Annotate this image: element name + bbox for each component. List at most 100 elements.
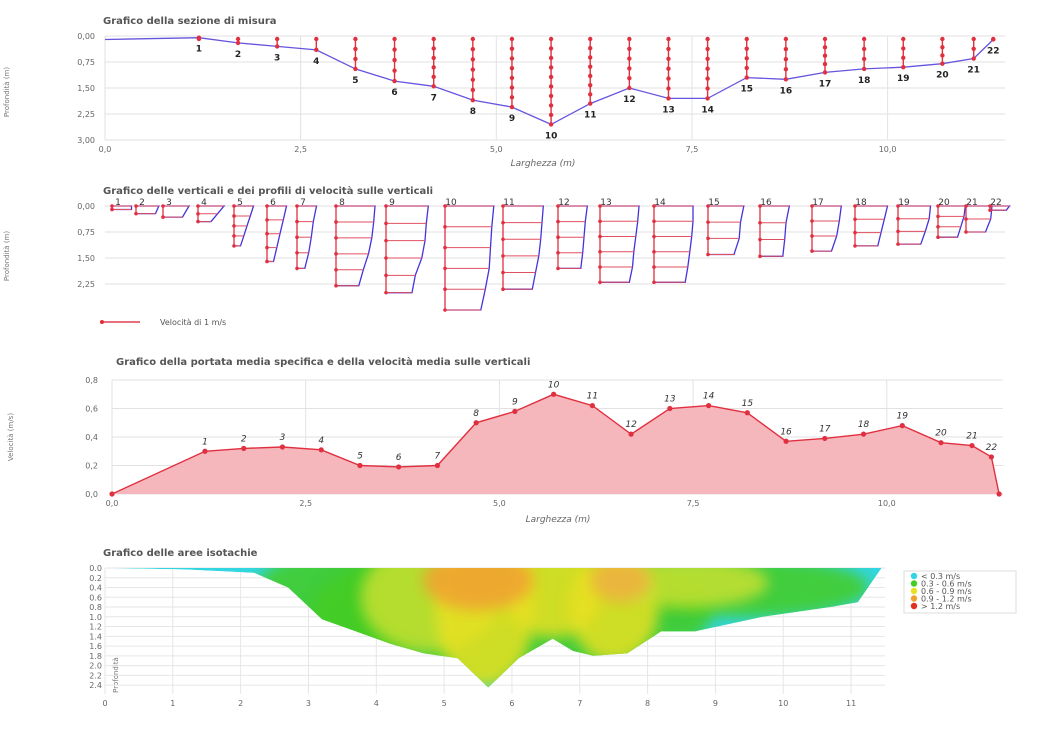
section-vertical-point	[822, 61, 828, 67]
section-vertical-point	[314, 47, 319, 53]
profile-outline	[600, 205, 640, 283]
velocity-ytick-label: 0,4	[85, 433, 98, 442]
velocity-point-label: 22	[986, 443, 998, 453]
section-vertical-point	[470, 87, 476, 93]
isotach-ytick-label: 2.0	[89, 662, 102, 671]
profile-point	[652, 249, 656, 254]
profile-point	[936, 204, 940, 208]
profile-point	[810, 204, 814, 208]
profile-point	[265, 231, 269, 236]
profile-point	[936, 214, 940, 219]
profile-point	[334, 220, 338, 224]
profile-point	[936, 225, 940, 229]
section-vertical-point	[627, 76, 632, 81]
velocity-point-label: 17	[819, 424, 831, 434]
section-vertical-point	[588, 64, 593, 69]
section-vertical-point	[744, 56, 749, 61]
profile-point	[556, 251, 560, 255]
isotach-blob	[423, 568, 534, 611]
section-vertical-point	[548, 93, 554, 99]
velocity-point-label: 7	[435, 452, 441, 462]
velocity-point-label: 16	[780, 427, 792, 437]
section-chart-ylabel: Profondità (m)	[3, 67, 11, 117]
profile-number: 17	[812, 198, 823, 208]
profile-outline	[386, 205, 430, 294]
profile-point	[896, 229, 900, 234]
velocity-chart-title: Grafico della portata media specifica e …	[116, 356, 530, 368]
isotach-legend-label: 0.6 - 0.9 m/s	[921, 587, 972, 596]
section-vertical-point	[861, 56, 867, 62]
profile-point	[384, 273, 388, 278]
profile-point	[652, 265, 656, 269]
section-vertical-point	[971, 56, 976, 61]
section-xtick-label: 10,0	[879, 145, 897, 154]
profile-number: 11	[503, 198, 514, 208]
section-vertical-number: 6	[391, 88, 397, 98]
profiles-ytick-label: 0,00	[77, 202, 95, 211]
section-vertical-point	[705, 46, 710, 52]
section-vertical-point	[431, 65, 436, 70]
profiles-ytick-label: 2,25	[77, 280, 95, 289]
profile-point	[161, 215, 165, 219]
profile-point	[964, 230, 968, 234]
profile-number: 5	[237, 198, 243, 208]
isotach-xtick-label: 8	[645, 699, 650, 708]
profile-number: 4	[201, 198, 207, 208]
profile-point	[196, 204, 200, 208]
velocity-point	[899, 423, 905, 429]
section-ytick-label: 2,25	[77, 110, 95, 119]
section-vertical-point	[901, 46, 906, 51]
section-vertical-point	[744, 65, 749, 71]
profile-outline	[445, 205, 495, 311]
profile-point	[706, 220, 710, 224]
isotach-ytick-label: 0.6	[89, 593, 102, 602]
velocity-point-label: 4	[318, 436, 324, 446]
section-vertical-point	[548, 74, 554, 80]
section-xtick-label: 0,0	[99, 145, 112, 154]
section-vertical-number: 20	[936, 71, 949, 81]
profile-point	[110, 207, 114, 212]
velocity-point	[822, 435, 828, 442]
isotach-legend-swatch	[910, 587, 918, 595]
profile-outline	[708, 205, 745, 256]
profile-point	[384, 256, 388, 260]
section-vertical-point	[901, 65, 906, 70]
section-vertical-point	[627, 46, 632, 51]
isotach-legend-swatch	[910, 572, 918, 580]
section-vertical-point	[431, 46, 436, 51]
velocity-chart: Grafico della portata media specifica e …	[7, 356, 1003, 525]
velocity-point-label: 10	[548, 380, 560, 390]
isotach-xtick-label: 3	[306, 699, 311, 708]
profile-point	[896, 242, 900, 246]
isotach-legend-box	[903, 570, 1017, 614]
section-vertical-point	[509, 65, 515, 71]
section-vertical-number: 3	[274, 53, 280, 63]
profile-point	[810, 219, 814, 223]
profile-point	[295, 219, 299, 224]
section-chart-xlabel: Larghezza (m)	[511, 159, 576, 169]
section-vertical-point	[548, 55, 554, 61]
profile-point	[501, 220, 505, 225]
velocity-point	[969, 442, 975, 449]
velocity-point-label: 20	[935, 429, 947, 439]
section-vertical-point	[509, 46, 515, 51]
velocity-point-label: 13	[664, 395, 676, 405]
section-vertical-point	[744, 75, 749, 80]
section-vertical-point	[470, 67, 476, 72]
profile-point	[501, 204, 505, 208]
section-vertical-point	[627, 85, 632, 91]
isotach-xtick-label: 1	[170, 699, 175, 708]
profile-point	[501, 287, 505, 292]
section-vertical-point	[470, 97, 476, 103]
section-vertical-number: 12	[623, 95, 636, 105]
velocity-point	[109, 491, 115, 497]
profile-point	[501, 254, 505, 258]
section-vertical-point	[548, 84, 554, 89]
section-vertical-number: 7	[431, 93, 437, 103]
isotach-ytick-label: 2.2	[89, 671, 102, 680]
section-vertical-point	[822, 53, 828, 58]
section-vertical-point	[744, 46, 749, 51]
section-chart: Grafico della sezione di misura Profondi…	[3, 16, 1005, 169]
section-vertical-point	[588, 46, 593, 51]
velocity-ytick-label: 0,2	[85, 462, 98, 471]
